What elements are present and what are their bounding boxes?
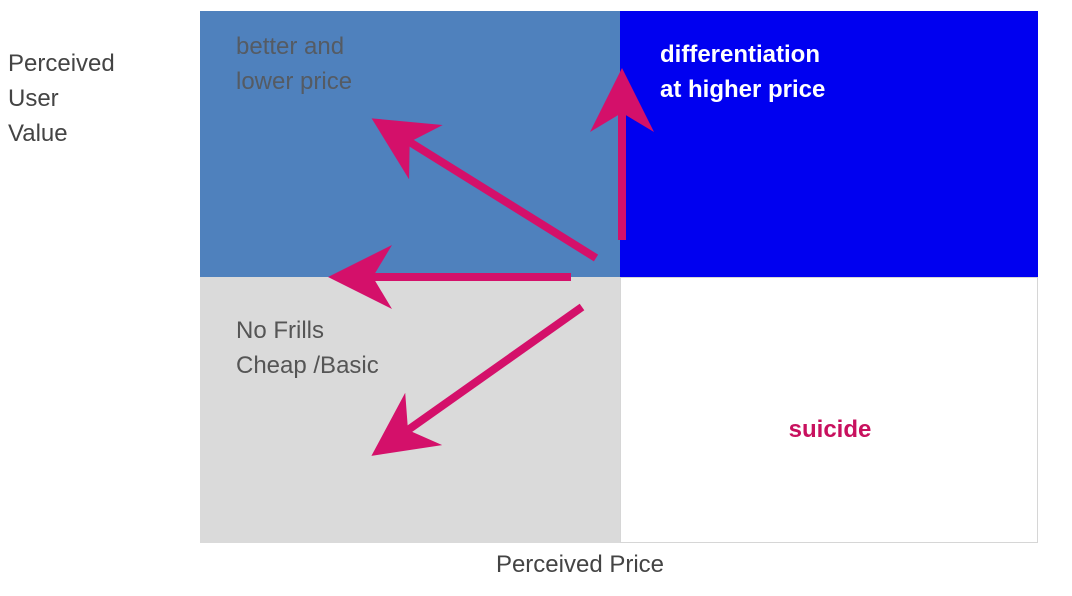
quadrant-bottom-right-label: suicide <box>788 416 872 443</box>
y-axis-label-line-2: User <box>8 85 59 112</box>
y-axis-label-line-1: Perceived <box>8 50 115 77</box>
x-axis-label: Perceived Price <box>495 551 665 578</box>
arrow-down-left <box>371 303 585 456</box>
y-axis-label: Perceived User Value <box>8 46 115 151</box>
quadrant-top-right: differentiation at higher price <box>620 11 1038 277</box>
y-axis-label-line-3: Value <box>8 120 68 147</box>
quadrant-bottom-left-line-1: No Frills <box>236 317 324 344</box>
quadrant-bottom-right: suicide <box>620 277 1038 543</box>
quadrant-bottom-left-line-2: Cheap /Basic <box>236 352 379 379</box>
quadrant-top-left-line-1: better and <box>236 33 345 60</box>
quadrant-top-right-line-1: differentiation <box>660 41 820 68</box>
quadrant-grid: better and lower price differentiation a… <box>200 11 1038 543</box>
arrow-up-left <box>371 118 599 262</box>
quadrant-top-right-label: differentiation at higher price <box>660 37 825 107</box>
quadrant-bottom-left-label: No Frills Cheap /Basic <box>236 313 379 383</box>
quadrant-top-right-line-2: at higher price <box>660 76 826 103</box>
quadrant-top-left-line-2: lower price <box>236 68 353 95</box>
quadrant-top-left-label: better and lower price <box>236 29 352 99</box>
